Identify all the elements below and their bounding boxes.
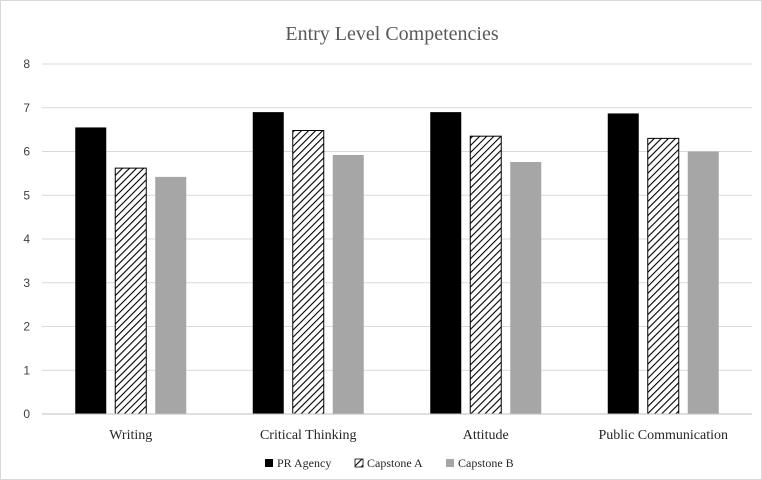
bar-capstone-b-attitude (510, 162, 542, 414)
y-tick-label: 2 (23, 320, 30, 334)
legend-label-capstone-a: Capstone A (367, 456, 423, 470)
legend-label-pr-agency: PR Agency (277, 456, 331, 470)
bar-capstone-a-public-communication (647, 137, 680, 415)
bar-capstone-a-attitude (469, 135, 502, 415)
bar-capstone-b-writing (155, 176, 187, 414)
legend-swatch-pr-agency (265, 459, 273, 467)
x-category-label: Writing (109, 428, 152, 443)
y-tick-label: 7 (23, 101, 30, 115)
y-tick-label: 1 (23, 363, 30, 377)
x-category-label: Public Communication (599, 428, 729, 443)
x-category-label: Critical Thinking (260, 428, 357, 443)
bar-capstone-b-critical-thinking (332, 155, 364, 414)
y-tick-label: 0 (23, 407, 30, 421)
bar-capstone-b-public-communication (687, 151, 719, 414)
y-tick-label: 5 (23, 188, 30, 202)
y-tick-label: 4 (23, 232, 30, 246)
x-category-label: Attitude (463, 428, 509, 443)
gridlines (42, 63, 752, 371)
y-tick-label: 8 (23, 57, 30, 71)
legend: PR Agency Capstone A Capstone B (265, 456, 514, 470)
legend-swatch-capstone-b (446, 459, 454, 467)
x-axis-categories: Writing Critical Thinking Attitude Public C… (109, 428, 728, 443)
bar-capstone-a-writing (114, 167, 147, 415)
y-tick-label: 6 (23, 145, 30, 159)
bar-pr-agency-attitude (430, 112, 462, 414)
legend-swatch-capstone-a (354, 458, 364, 468)
bar-capstone-a-critical-thinking (292, 130, 325, 415)
bars (75, 112, 719, 415)
legend-label-capstone-b: Capstone B (458, 456, 514, 470)
bar-pr-agency-critical-thinking (252, 112, 284, 414)
chart-title: Entry Level Competencies (285, 23, 498, 45)
bar-pr-agency-public-communication (607, 113, 639, 414)
y-tick-label: 3 (23, 276, 30, 290)
y-axis-ticks: 0 1 2 3 4 5 6 7 8 (23, 57, 30, 421)
bar-pr-agency-writing (75, 127, 107, 414)
